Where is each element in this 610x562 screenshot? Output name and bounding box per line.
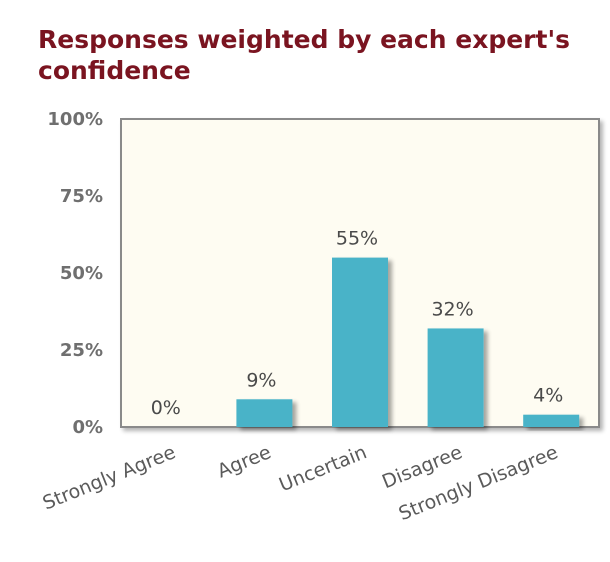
- x-tick-label-4: Strongly Disagree: [396, 441, 561, 525]
- bar-2: [332, 257, 388, 427]
- y-tick-label-1: 25%: [60, 340, 103, 361]
- x-tick-label-1: Agree: [214, 441, 274, 482]
- data-label-0: 0%: [151, 397, 181, 419]
- y-tick-label-2: 50%: [60, 263, 103, 284]
- y-tick-label-0: 0%: [72, 417, 103, 438]
- data-label-2: 55%: [336, 228, 378, 250]
- bar-4: [523, 414, 580, 427]
- bar-1: [236, 399, 293, 427]
- x-tick-label-0: Strongly Agree: [40, 441, 179, 514]
- data-label-3: 32%: [431, 298, 473, 320]
- data-label-1: 9%: [246, 369, 276, 391]
- data-label-4: 4%: [533, 385, 563, 407]
- x-tick-label-2: Uncertain: [276, 441, 370, 496]
- bar-3: [427, 328, 484, 427]
- y-tick-label-3: 75%: [60, 186, 103, 207]
- y-tick-label-4: 100%: [47, 109, 103, 130]
- chart-title: Responses weighted by each expert's conf…: [38, 25, 570, 85]
